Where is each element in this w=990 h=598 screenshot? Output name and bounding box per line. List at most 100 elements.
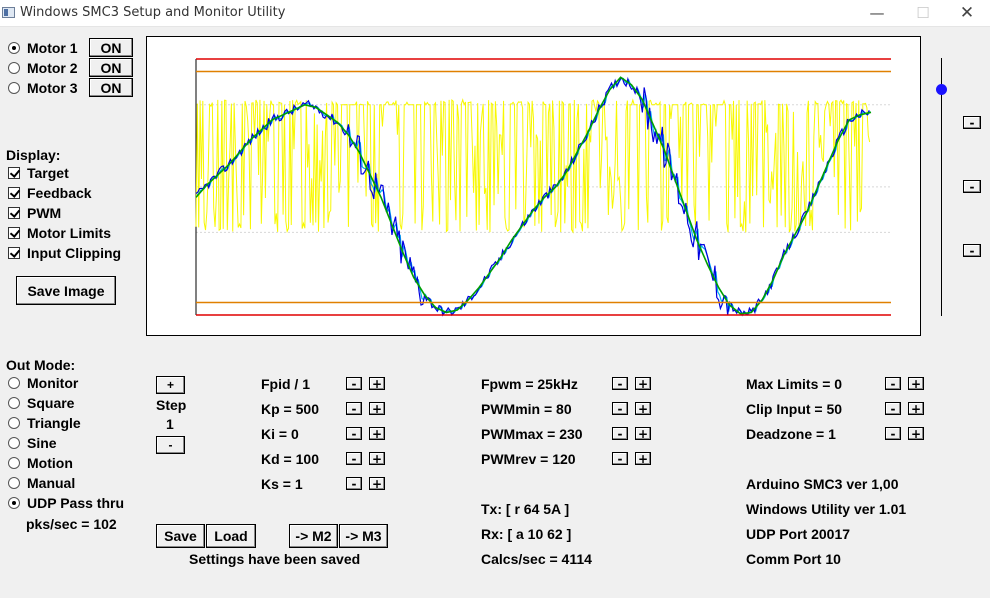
pwmmax-plus-button[interactable]: +	[635, 427, 651, 440]
mode-sine-radio[interactable]: Sine	[8, 434, 57, 452]
title-bar: Windows SMC3 Setup and Monitor Utility —…	[0, 0, 990, 27]
clip-input-minus-button[interactable]: -	[885, 402, 901, 415]
feedback-checkbox[interactable]: Feedback	[8, 184, 92, 202]
pwmrev-minus-button[interactable]: -	[612, 452, 628, 465]
copy-to-m2-button[interactable]: -> M2	[289, 524, 338, 548]
deadzone-minus-button[interactable]: -	[885, 427, 901, 440]
step-minus-button[interactable]: -	[156, 436, 185, 454]
ks-label: Ks = 1	[261, 476, 303, 492]
radio-icon[interactable]	[8, 437, 20, 449]
mode-udp-label: UDP Pass thru	[27, 495, 124, 511]
radio-icon[interactable]	[8, 62, 20, 74]
arduino-version: Arduino SMC3 ver 1,00	[746, 476, 899, 492]
radio-selected-icon[interactable]	[8, 497, 20, 509]
max-limits-minus-button[interactable]: -	[885, 377, 901, 390]
mode-triangle-radio[interactable]: Triangle	[8, 414, 81, 432]
ki-plus-button[interactable]: +	[369, 427, 385, 440]
input-clipping-checkbox[interactable]: Input Clipping	[8, 244, 121, 262]
target-checkbox[interactable]: Target	[8, 164, 69, 182]
rx-readout: Rx: [ a 10 62 ]	[481, 526, 572, 542]
max-limits-plus-button[interactable]: +	[908, 377, 924, 390]
fpwm-minus-button[interactable]: -	[612, 377, 628, 390]
slider-track[interactable]	[941, 58, 942, 316]
out-mode-heading: Out Mode:	[6, 357, 76, 373]
fpid-plus-button[interactable]: +	[369, 377, 385, 390]
ks-plus-button[interactable]: +	[369, 477, 385, 490]
save-settings-button[interactable]: Save	[156, 524, 205, 548]
maximize-button[interactable]: ☐	[916, 4, 930, 22]
slider-minus-button-3[interactable]: -	[963, 244, 981, 257]
radio-icon[interactable]	[8, 377, 20, 389]
step-label: Step	[156, 397, 187, 413]
radio-selected-icon[interactable]	[8, 42, 20, 54]
pwmrev-plus-button[interactable]: +	[635, 452, 651, 465]
fpid-minus-button[interactable]: -	[346, 377, 362, 390]
checkbox-checked-icon[interactable]	[8, 247, 20, 259]
ks-minus-button[interactable]: -	[346, 477, 362, 490]
clip-input-plus-button[interactable]: +	[908, 402, 924, 415]
pwm-trace	[195, 98, 871, 234]
fpwm-plus-button[interactable]: +	[635, 377, 651, 390]
deadzone-plus-button[interactable]: +	[908, 427, 924, 440]
slider-minus-button-1[interactable]: -	[963, 116, 981, 129]
motor-limits-checkbox[interactable]: Motor Limits	[8, 224, 111, 242]
step-plus-button[interactable]: +	[156, 376, 185, 394]
display-heading: Display:	[6, 147, 61, 163]
checkbox-checked-icon[interactable]	[8, 187, 20, 199]
slider-minus-button-2[interactable]: -	[963, 180, 981, 193]
close-button[interactable]: ✕	[959, 3, 975, 23]
motor-1-radio[interactable]: Motor 1	[8, 39, 78, 57]
clip-input-label: Clip Input = 50	[746, 401, 843, 417]
input-clipping-label: Input Clipping	[27, 245, 122, 261]
radio-icon[interactable]	[8, 82, 20, 94]
mode-triangle-label: Triangle	[27, 415, 81, 431]
settings-status: Settings have been saved	[189, 551, 361, 567]
motor-2-label: Motor 2	[27, 60, 78, 76]
motor-2-radio[interactable]: Motor 2	[8, 59, 78, 77]
mode-monitor-label: Monitor	[27, 375, 79, 391]
kd-plus-button[interactable]: +	[369, 452, 385, 465]
copy-to-m3-button[interactable]: -> M3	[339, 524, 388, 548]
max-limits-label: Max Limits = 0	[746, 376, 843, 392]
pwmmin-minus-button[interactable]: -	[612, 402, 628, 415]
load-settings-button[interactable]: Load	[206, 524, 256, 548]
kp-plus-button[interactable]: +	[369, 402, 385, 415]
window-title: Windows SMC3 Setup and Monitor Utility	[20, 5, 286, 20]
pwmmin-plus-button[interactable]: +	[635, 402, 651, 415]
pwmmax-minus-button[interactable]: -	[612, 427, 628, 440]
calcs-readout: Calcs/sec = 4114	[481, 551, 592, 567]
pwmmin-label: PWMmin = 80	[481, 401, 572, 417]
mode-motion-radio[interactable]: Motion	[8, 454, 73, 472]
comm-port: Comm Port 10	[746, 551, 841, 567]
radio-icon[interactable]	[8, 397, 20, 409]
mode-monitor-radio[interactable]: Monitor	[8, 374, 78, 392]
kp-label: Kp = 500	[261, 401, 319, 417]
monitor-plot	[195, 58, 891, 317]
radio-icon[interactable]	[8, 477, 20, 489]
motor-3-on-button[interactable]: ON	[89, 78, 133, 97]
checkbox-checked-icon[interactable]	[8, 227, 20, 239]
checkbox-checked-icon[interactable]	[8, 167, 20, 179]
utility-version: Windows Utility ver 1.01	[746, 501, 907, 517]
mode-manual-radio[interactable]: Manual	[8, 474, 75, 492]
plot-area	[146, 36, 921, 336]
radio-icon[interactable]	[8, 457, 20, 469]
save-image-button[interactable]: Save Image	[16, 276, 116, 305]
slider-thumb[interactable]	[936, 83, 947, 95]
mode-sine-label: Sine	[27, 435, 57, 451]
kd-minus-button[interactable]: -	[346, 452, 362, 465]
ki-label: Ki = 0	[261, 426, 299, 442]
motor-2-on-button[interactable]: ON	[89, 58, 133, 77]
ki-minus-button[interactable]: -	[346, 427, 362, 440]
checkbox-checked-icon[interactable]	[8, 207, 20, 219]
mode-udp-radio[interactable]: UDP Pass thru	[8, 494, 124, 512]
mode-square-radio[interactable]: Square	[8, 394, 74, 412]
mode-square-label: Square	[27, 395, 75, 411]
motor-1-on-button[interactable]: ON	[89, 38, 133, 57]
minimize-button[interactable]: —	[869, 4, 885, 22]
motor-3-radio[interactable]: Motor 3	[8, 79, 78, 97]
kd-label: Kd = 100	[261, 451, 319, 467]
pwm-checkbox[interactable]: PWM	[8, 204, 61, 222]
kp-minus-button[interactable]: -	[346, 402, 362, 415]
radio-icon[interactable]	[8, 417, 20, 429]
